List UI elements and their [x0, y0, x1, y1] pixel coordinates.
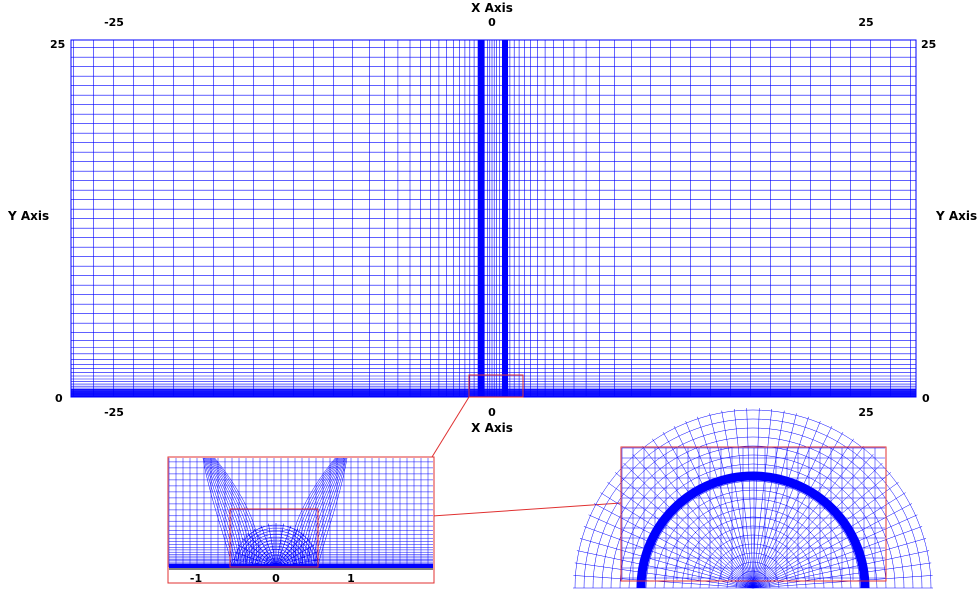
zoom2-frame	[620, 446, 887, 582]
right-tick-25: 25	[921, 38, 936, 51]
main-mesh-dense-band-left	[478, 40, 484, 397]
bottom-tick-0: 0	[488, 406, 496, 419]
zoom-connector-line-1	[431, 396, 470, 458]
top-tick-0: 0	[488, 16, 496, 29]
zoom2-dense-ring	[636, 471, 870, 589]
zoom-region-marker	[468, 374, 524, 398]
right-tick-0: 0	[922, 392, 930, 405]
bottom-tick-25: 25	[858, 406, 873, 419]
main-mesh-dense-band-right	[502, 40, 508, 397]
top-tick-25: 25	[858, 16, 873, 29]
y-axis-title-right: Y Axis	[935, 209, 977, 223]
zoom1-frame	[167, 456, 435, 584]
y-axis-title-left: Y Axis	[7, 209, 49, 223]
zoom1-tick-1: 1	[347, 572, 355, 585]
zoom-panel-2	[573, 408, 933, 589]
zoom1-mesh-lines	[168, 457, 433, 570]
left-tick-25: 25	[50, 38, 65, 51]
x-axis-title-top: X Axis	[471, 1, 513, 15]
zoom1-subregion-marker	[229, 508, 319, 568]
zoom1-tick-neg1: -1	[190, 572, 202, 585]
main-mesh-dense-wall-strip	[71, 389, 916, 397]
zoom1-curved-mesh-lines	[202, 457, 348, 568]
zoom2-background	[621, 447, 886, 581]
zoom1-cylinder-mesh	[232, 523, 320, 568]
zoom2-mesh-lines	[573, 408, 933, 589]
x-axis-title-bottom: X Axis	[471, 421, 513, 435]
zoom1-wall-strip	[169, 564, 433, 568]
main-mesh-panel	[70, 39, 917, 398]
bottom-tick-neg25: -25	[104, 406, 124, 419]
left-tick-0: 0	[55, 392, 63, 405]
zoom1-tick-0: 0	[272, 572, 280, 585]
top-tick-neg25: -25	[104, 16, 124, 29]
zoom-panel-1: -1 0 1	[167, 456, 435, 585]
